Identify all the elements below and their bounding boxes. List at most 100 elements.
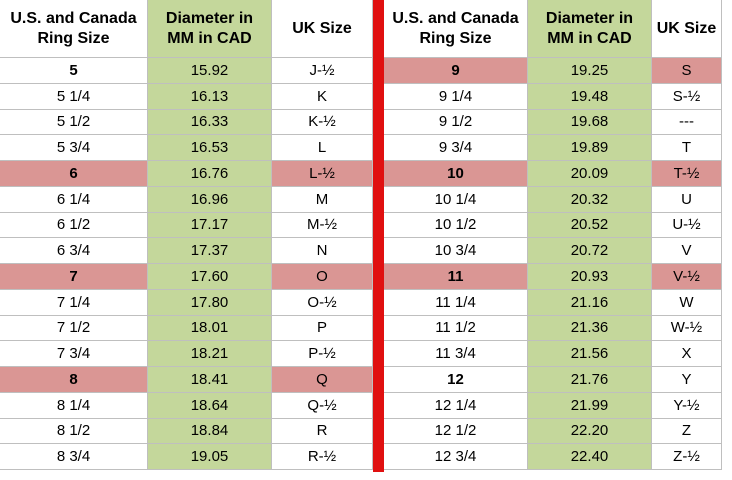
table-cell: 8 1/2: [0, 418, 148, 445]
table-cell: 6 3/4: [0, 238, 148, 264]
table-cell: 16.13: [148, 83, 272, 110]
table-cell: 21.76: [528, 367, 652, 393]
table-cell: 19.25: [528, 58, 652, 84]
table-cell: ---: [652, 109, 722, 136]
header-cell: UK Size: [652, 0, 722, 58]
table-cell: T-½: [652, 161, 722, 187]
table-cell: O-½: [272, 289, 373, 316]
table-cell: 22.20: [528, 418, 652, 445]
table-cell: U: [652, 186, 722, 213]
table-cell: O: [272, 264, 373, 290]
table-cell: 8 1/4: [0, 392, 148, 419]
table-cell: 12 1/4: [384, 392, 528, 419]
table-cell: 16.96: [148, 186, 272, 213]
table-cell: 18.41: [148, 367, 272, 393]
table-cell: 11 1/4: [384, 289, 528, 316]
table-cell: 17.60: [148, 264, 272, 290]
header-cell: Diameter in MM in CAD: [148, 0, 272, 58]
table-cell: 17.17: [148, 212, 272, 239]
table-cell: X: [652, 341, 722, 367]
table-cell: 5 3/4: [0, 135, 148, 161]
table-cell: 12: [384, 367, 528, 393]
table-cell: Q: [272, 367, 373, 393]
header-cell: UK Size: [272, 0, 373, 58]
table-cell: K-½: [272, 109, 373, 136]
table-cell: K: [272, 83, 373, 110]
table-cell: 16.33: [148, 109, 272, 136]
table-cell: 19.48: [528, 83, 652, 110]
table-cell: 5 1/2: [0, 109, 148, 136]
table-cell: 22.40: [528, 444, 652, 470]
table-cell: 10 1/2: [384, 212, 528, 239]
table-cell: 21.16: [528, 289, 652, 316]
table-cell: 19.89: [528, 135, 652, 161]
table-cell: W-½: [652, 315, 722, 342]
table-cell: 20.72: [528, 238, 652, 264]
table-cell: 16.53: [148, 135, 272, 161]
table-cell: 6: [0, 161, 148, 187]
table-cell: 5 1/4: [0, 83, 148, 110]
table-cell: 8 3/4: [0, 444, 148, 470]
table-cell: 10 3/4: [384, 238, 528, 264]
table-cell: 18.84: [148, 418, 272, 445]
table-cell: L: [272, 135, 373, 161]
table-cell: R: [272, 418, 373, 445]
table-cell: 18.01: [148, 315, 272, 342]
table-cell: W: [652, 289, 722, 316]
table-cell: 20.32: [528, 186, 652, 213]
table-cell: 18.64: [148, 392, 272, 419]
table-cell: Y-½: [652, 392, 722, 419]
header-cell: U.S. and Canada Ring Size: [0, 0, 148, 58]
table-cell: M-½: [272, 212, 373, 239]
table-cell: M: [272, 186, 373, 213]
table-cell: 20.09: [528, 161, 652, 187]
table-cell: T: [652, 135, 722, 161]
table-cell: Z: [652, 418, 722, 445]
table-cell: V-½: [652, 264, 722, 290]
table-cell: 5: [0, 58, 148, 84]
table-cell: 20.52: [528, 212, 652, 239]
table-cell: 6 1/2: [0, 212, 148, 239]
table-cell: P: [272, 315, 373, 342]
table-cell: S: [652, 58, 722, 84]
table-cell: 7 1/2: [0, 315, 148, 342]
table-cell: Q-½: [272, 392, 373, 419]
table-cell: 7: [0, 264, 148, 290]
table-cell: 9 3/4: [384, 135, 528, 161]
divider: [373, 0, 384, 472]
table-cell: 12 3/4: [384, 444, 528, 470]
table-cell: 11 1/2: [384, 315, 528, 342]
table-cell: 21.36: [528, 315, 652, 342]
table-cell: J-½: [272, 58, 373, 84]
table-cell: S-½: [652, 83, 722, 110]
table-cell: 16.76: [148, 161, 272, 187]
table-cell: 21.56: [528, 341, 652, 367]
header-cell: U.S. and Canada Ring Size: [384, 0, 528, 58]
table-cell: 21.99: [528, 392, 652, 419]
table-cell: 12 1/2: [384, 418, 528, 445]
table-cell: 10 1/4: [384, 186, 528, 213]
table-cell: 19.05: [148, 444, 272, 470]
table-cell: V: [652, 238, 722, 264]
table-cell: 9: [384, 58, 528, 84]
table-cell: P-½: [272, 341, 373, 367]
table-cell: 7 1/4: [0, 289, 148, 316]
table-cell: 6 1/4: [0, 186, 148, 213]
table-cell: R-½: [272, 444, 373, 470]
table-cell: 8: [0, 367, 148, 393]
table-cell: 19.68: [528, 109, 652, 136]
header-cell: Diameter in MM in CAD: [528, 0, 652, 58]
table-cell: 9 1/2: [384, 109, 528, 136]
table-cell: Z-½: [652, 444, 722, 470]
table-cell: Y: [652, 367, 722, 393]
table-cell: 11: [384, 264, 528, 290]
table-cell: 9 1/4: [384, 83, 528, 110]
table-cell: 17.80: [148, 289, 272, 316]
table-cell: U-½: [652, 212, 722, 239]
table-cell: 10: [384, 161, 528, 187]
table-cell: 18.21: [148, 341, 272, 367]
table-cell: 15.92: [148, 58, 272, 84]
table-cell: 7 3/4: [0, 341, 148, 367]
table-cell: N: [272, 238, 373, 264]
